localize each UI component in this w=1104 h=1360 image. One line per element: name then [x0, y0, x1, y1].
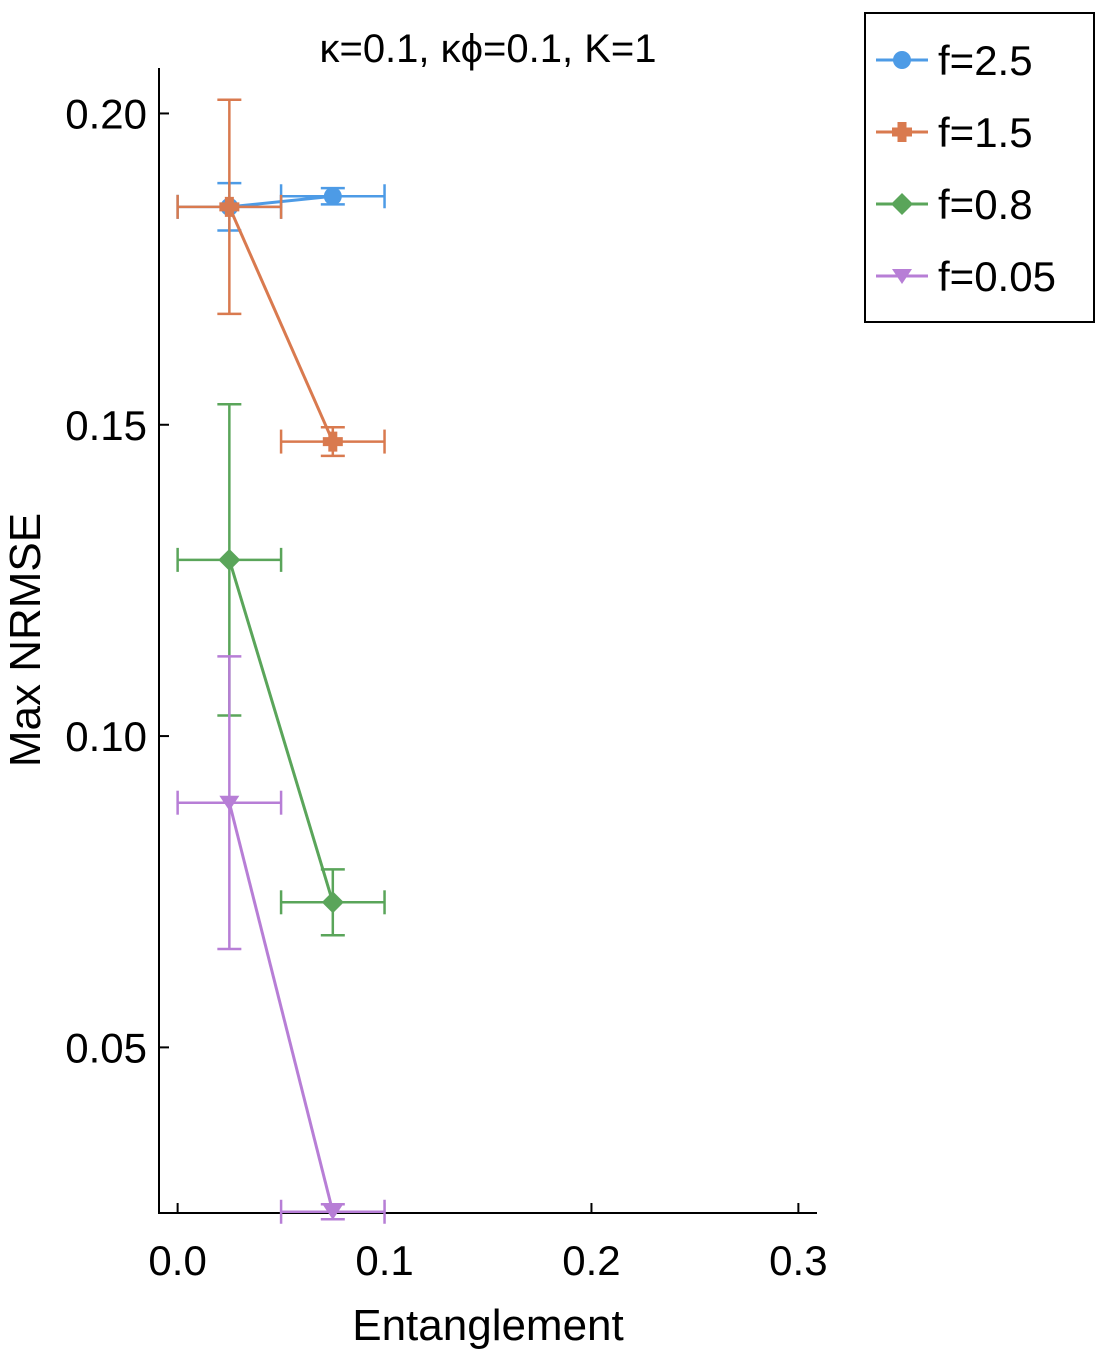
legend-label: f=0.8 — [938, 181, 1033, 228]
data-point — [219, 196, 240, 217]
series-f=0.8 — [176, 402, 386, 937]
y-tick-label: 0.10 — [65, 713, 147, 760]
legend-label: f=0.05 — [938, 253, 1056, 300]
legend-item: f=2.5 — [876, 37, 1033, 84]
plot-series — [176, 98, 386, 1224]
y-ticks: 0.05 0.10 0.15 0.20 — [65, 90, 169, 1071]
data-point — [321, 891, 344, 914]
data-point — [218, 548, 241, 571]
legend-marker — [892, 269, 912, 284]
x-tick-label: 0.1 — [355, 1237, 413, 1284]
y-tick-label: 0.05 — [65, 1024, 147, 1071]
series-f=0.05 — [176, 655, 386, 1224]
legend-label: f=2.5 — [938, 37, 1033, 84]
x-tick-label: 0.3 — [769, 1237, 827, 1284]
x-tick-label: 0.0 — [148, 1237, 206, 1284]
series-line — [227, 559, 335, 903]
y-tick-label: 0.15 — [65, 402, 147, 449]
legend-marker — [891, 193, 913, 215]
x-ticks: 0.0 0.1 0.2 0.3 — [148, 1203, 828, 1284]
series-f=1.5 — [176, 98, 386, 458]
x-tick-label: 0.2 — [562, 1237, 620, 1284]
legend-marker — [892, 122, 912, 142]
data-point — [322, 431, 343, 452]
data-point — [323, 187, 342, 206]
x-axis-label: Entanglement — [352, 1301, 624, 1350]
data-point — [219, 795, 240, 811]
data-point — [322, 1204, 343, 1220]
legend-marker — [893, 51, 911, 69]
legend-item: f=0.8 — [876, 181, 1033, 228]
series-line — [227, 206, 335, 443]
legend-item: f=0.05 — [876, 253, 1056, 300]
chart-title: κ=0.1, κϕ=0.1, K=1 — [319, 27, 656, 71]
y-tick-label: 0.20 — [65, 90, 147, 137]
legend: f=2.5 f=1.5 f=0.8 f=0.05 — [864, 12, 1095, 323]
y-axis-label: Max NRMSE — [1, 513, 50, 767]
legend-item: f=1.5 — [876, 109, 1033, 156]
legend-label: f=1.5 — [938, 109, 1033, 156]
series-line — [227, 802, 335, 1213]
